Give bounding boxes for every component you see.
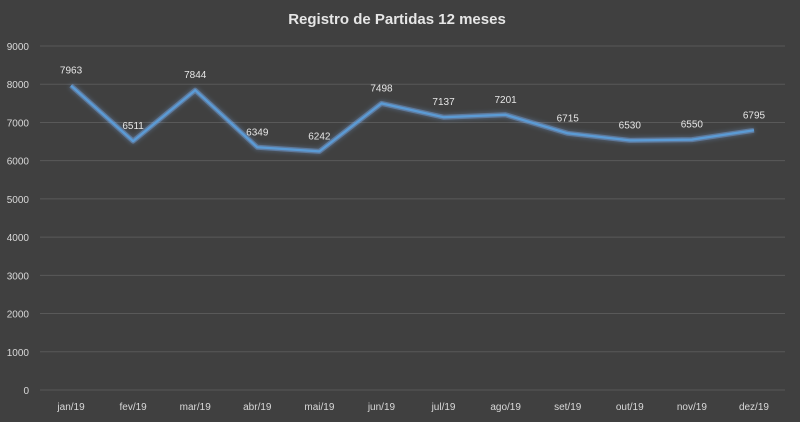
series-line — [70, 84, 755, 153]
x-tick-label: set/19 — [554, 402, 582, 413]
y-axis-ticks: 0 1000 2000 3000 4000 5000 6000 7000 8000 9000 — [7, 42, 30, 397]
x-tick-label: out/19 — [616, 402, 644, 413]
y-tick-label: 7000 — [7, 118, 30, 129]
x-tick-label: fev/19 — [120, 402, 148, 413]
y-tick-label: 0 — [23, 386, 29, 397]
data-label: 7137 — [432, 97, 455, 108]
x-tick-label: jan/19 — [56, 402, 85, 413]
data-label: 7498 — [370, 83, 393, 94]
series-line-glow — [69, 83, 755, 154]
x-axis-ticks: jan/19 fev/19 mar/19 abr/19 mai/19 jun/19 jul/… — [56, 402, 769, 413]
data-label: 6349 — [246, 127, 269, 138]
data-label: 6795 — [743, 110, 766, 121]
data-label: 6550 — [681, 120, 704, 131]
x-tick-label: jun/19 — [367, 402, 396, 413]
data-label: 7201 — [495, 95, 518, 106]
data-labels: 7963 6511 7844 6349 6242 7498 7137 7201 6715 6530… — [60, 66, 766, 143]
data-label: 6530 — [619, 120, 642, 131]
data-label: 6242 — [308, 131, 331, 142]
data-label: 6511 — [122, 121, 144, 132]
y-tick-label: 3000 — [7, 271, 30, 282]
x-tick-label: dez/19 — [739, 402, 769, 413]
x-tick-label: mar/19 — [180, 402, 212, 413]
data-label: 7844 — [184, 70, 207, 81]
data-label: 7963 — [60, 66, 83, 77]
y-tick-label: 4000 — [7, 233, 30, 244]
series-layer — [69, 83, 755, 154]
x-tick-label: jul/19 — [431, 402, 456, 413]
y-tick-label: 1000 — [7, 348, 30, 359]
x-tick-label: abr/19 — [243, 402, 272, 413]
y-tick-label: 8000 — [7, 80, 30, 91]
gridlines — [40, 45, 785, 391]
x-tick-label: ago/19 — [490, 402, 521, 413]
data-label: 6715 — [557, 113, 580, 124]
chart-title: Registro de Partidas 12 meses — [288, 11, 506, 28]
x-tick-label: nov/19 — [677, 402, 707, 413]
x-tick-label: mai/19 — [304, 402, 334, 413]
y-tick-label: 2000 — [7, 310, 30, 321]
y-tick-label: 5000 — [7, 195, 30, 206]
y-tick-label: 6000 — [7, 157, 30, 168]
y-tick-label: 9000 — [7, 42, 30, 53]
